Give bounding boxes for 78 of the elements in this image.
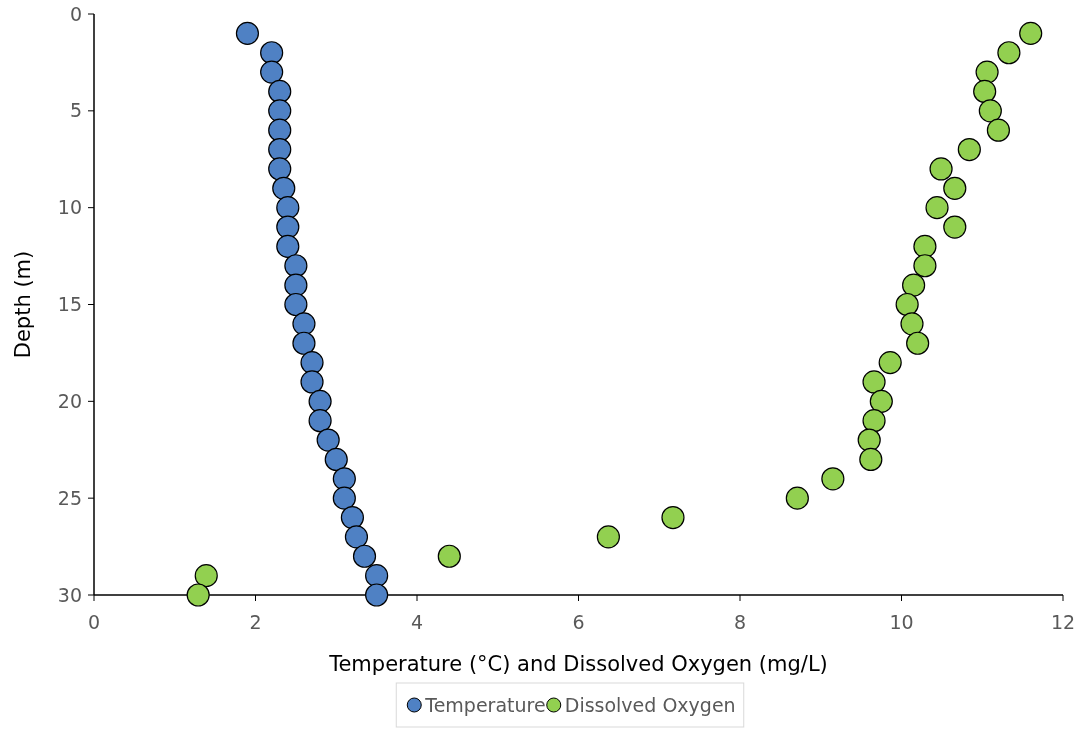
point xyxy=(308,409,332,433)
point xyxy=(316,428,340,452)
point xyxy=(975,60,999,84)
point xyxy=(997,41,1021,65)
point xyxy=(186,583,210,607)
point xyxy=(821,467,845,491)
point xyxy=(913,254,937,278)
point xyxy=(284,292,308,317)
point xyxy=(900,312,924,336)
point xyxy=(272,176,296,200)
x-tick-label: 10 xyxy=(889,611,914,633)
point xyxy=(276,215,300,239)
point xyxy=(292,312,316,336)
point xyxy=(869,389,893,413)
x-axis-title: Temperature (°C) and Dissolved Oxygen (mg/L) xyxy=(328,652,828,676)
point xyxy=(925,196,949,220)
point xyxy=(943,215,967,239)
point xyxy=(365,564,389,588)
point xyxy=(300,351,324,375)
x-tick-label: 8 xyxy=(733,611,747,633)
point xyxy=(906,331,930,355)
point xyxy=(292,331,316,355)
point xyxy=(268,99,292,123)
point xyxy=(862,370,886,394)
point xyxy=(352,544,377,568)
y-tick-label: 5 xyxy=(69,99,82,122)
point xyxy=(1019,21,1043,45)
point xyxy=(344,525,369,549)
point xyxy=(300,370,324,394)
point xyxy=(785,486,809,510)
point xyxy=(332,467,356,491)
point xyxy=(340,505,364,530)
point xyxy=(308,389,332,413)
point xyxy=(365,583,389,607)
point xyxy=(268,79,292,104)
point xyxy=(857,428,881,452)
y-tick-label: 0 xyxy=(69,2,82,25)
point xyxy=(596,525,620,549)
point xyxy=(957,137,981,162)
point xyxy=(276,234,300,258)
point xyxy=(902,273,926,297)
y-tick-label: 25 xyxy=(57,486,82,509)
point xyxy=(268,137,292,162)
point xyxy=(276,196,300,220)
y-tick-label: 10 xyxy=(57,196,82,219)
point xyxy=(913,234,937,258)
y-tick-label: 20 xyxy=(57,389,82,412)
point xyxy=(284,254,308,278)
x-tick-label: 4 xyxy=(410,611,424,633)
legend-label: Temperature xyxy=(424,693,546,716)
point xyxy=(268,118,292,142)
point xyxy=(878,351,902,375)
point xyxy=(943,176,967,200)
point xyxy=(859,447,883,472)
point xyxy=(661,505,685,530)
y-axis-title: Depth (m) xyxy=(11,250,35,359)
point xyxy=(260,60,284,84)
point xyxy=(260,41,284,65)
point xyxy=(194,564,218,588)
x-tick-label: 2 xyxy=(249,611,262,633)
point xyxy=(978,99,1002,123)
point xyxy=(284,273,308,297)
point xyxy=(929,157,953,181)
x-tick-label: 6 xyxy=(572,611,585,633)
y-tick-label: 15 xyxy=(57,293,82,316)
point xyxy=(973,79,997,104)
point xyxy=(324,447,348,472)
x-tick-label: 12 xyxy=(1050,611,1076,633)
point xyxy=(332,486,356,510)
point xyxy=(895,292,919,317)
point xyxy=(986,118,1010,142)
point xyxy=(268,157,292,181)
point xyxy=(862,409,886,433)
legend-label: Dissolved Oxygen xyxy=(564,693,736,716)
point xyxy=(235,21,260,45)
point xyxy=(437,544,461,568)
y-tick-label: 30 xyxy=(57,583,82,606)
x-tick-label: 0 xyxy=(87,611,101,633)
